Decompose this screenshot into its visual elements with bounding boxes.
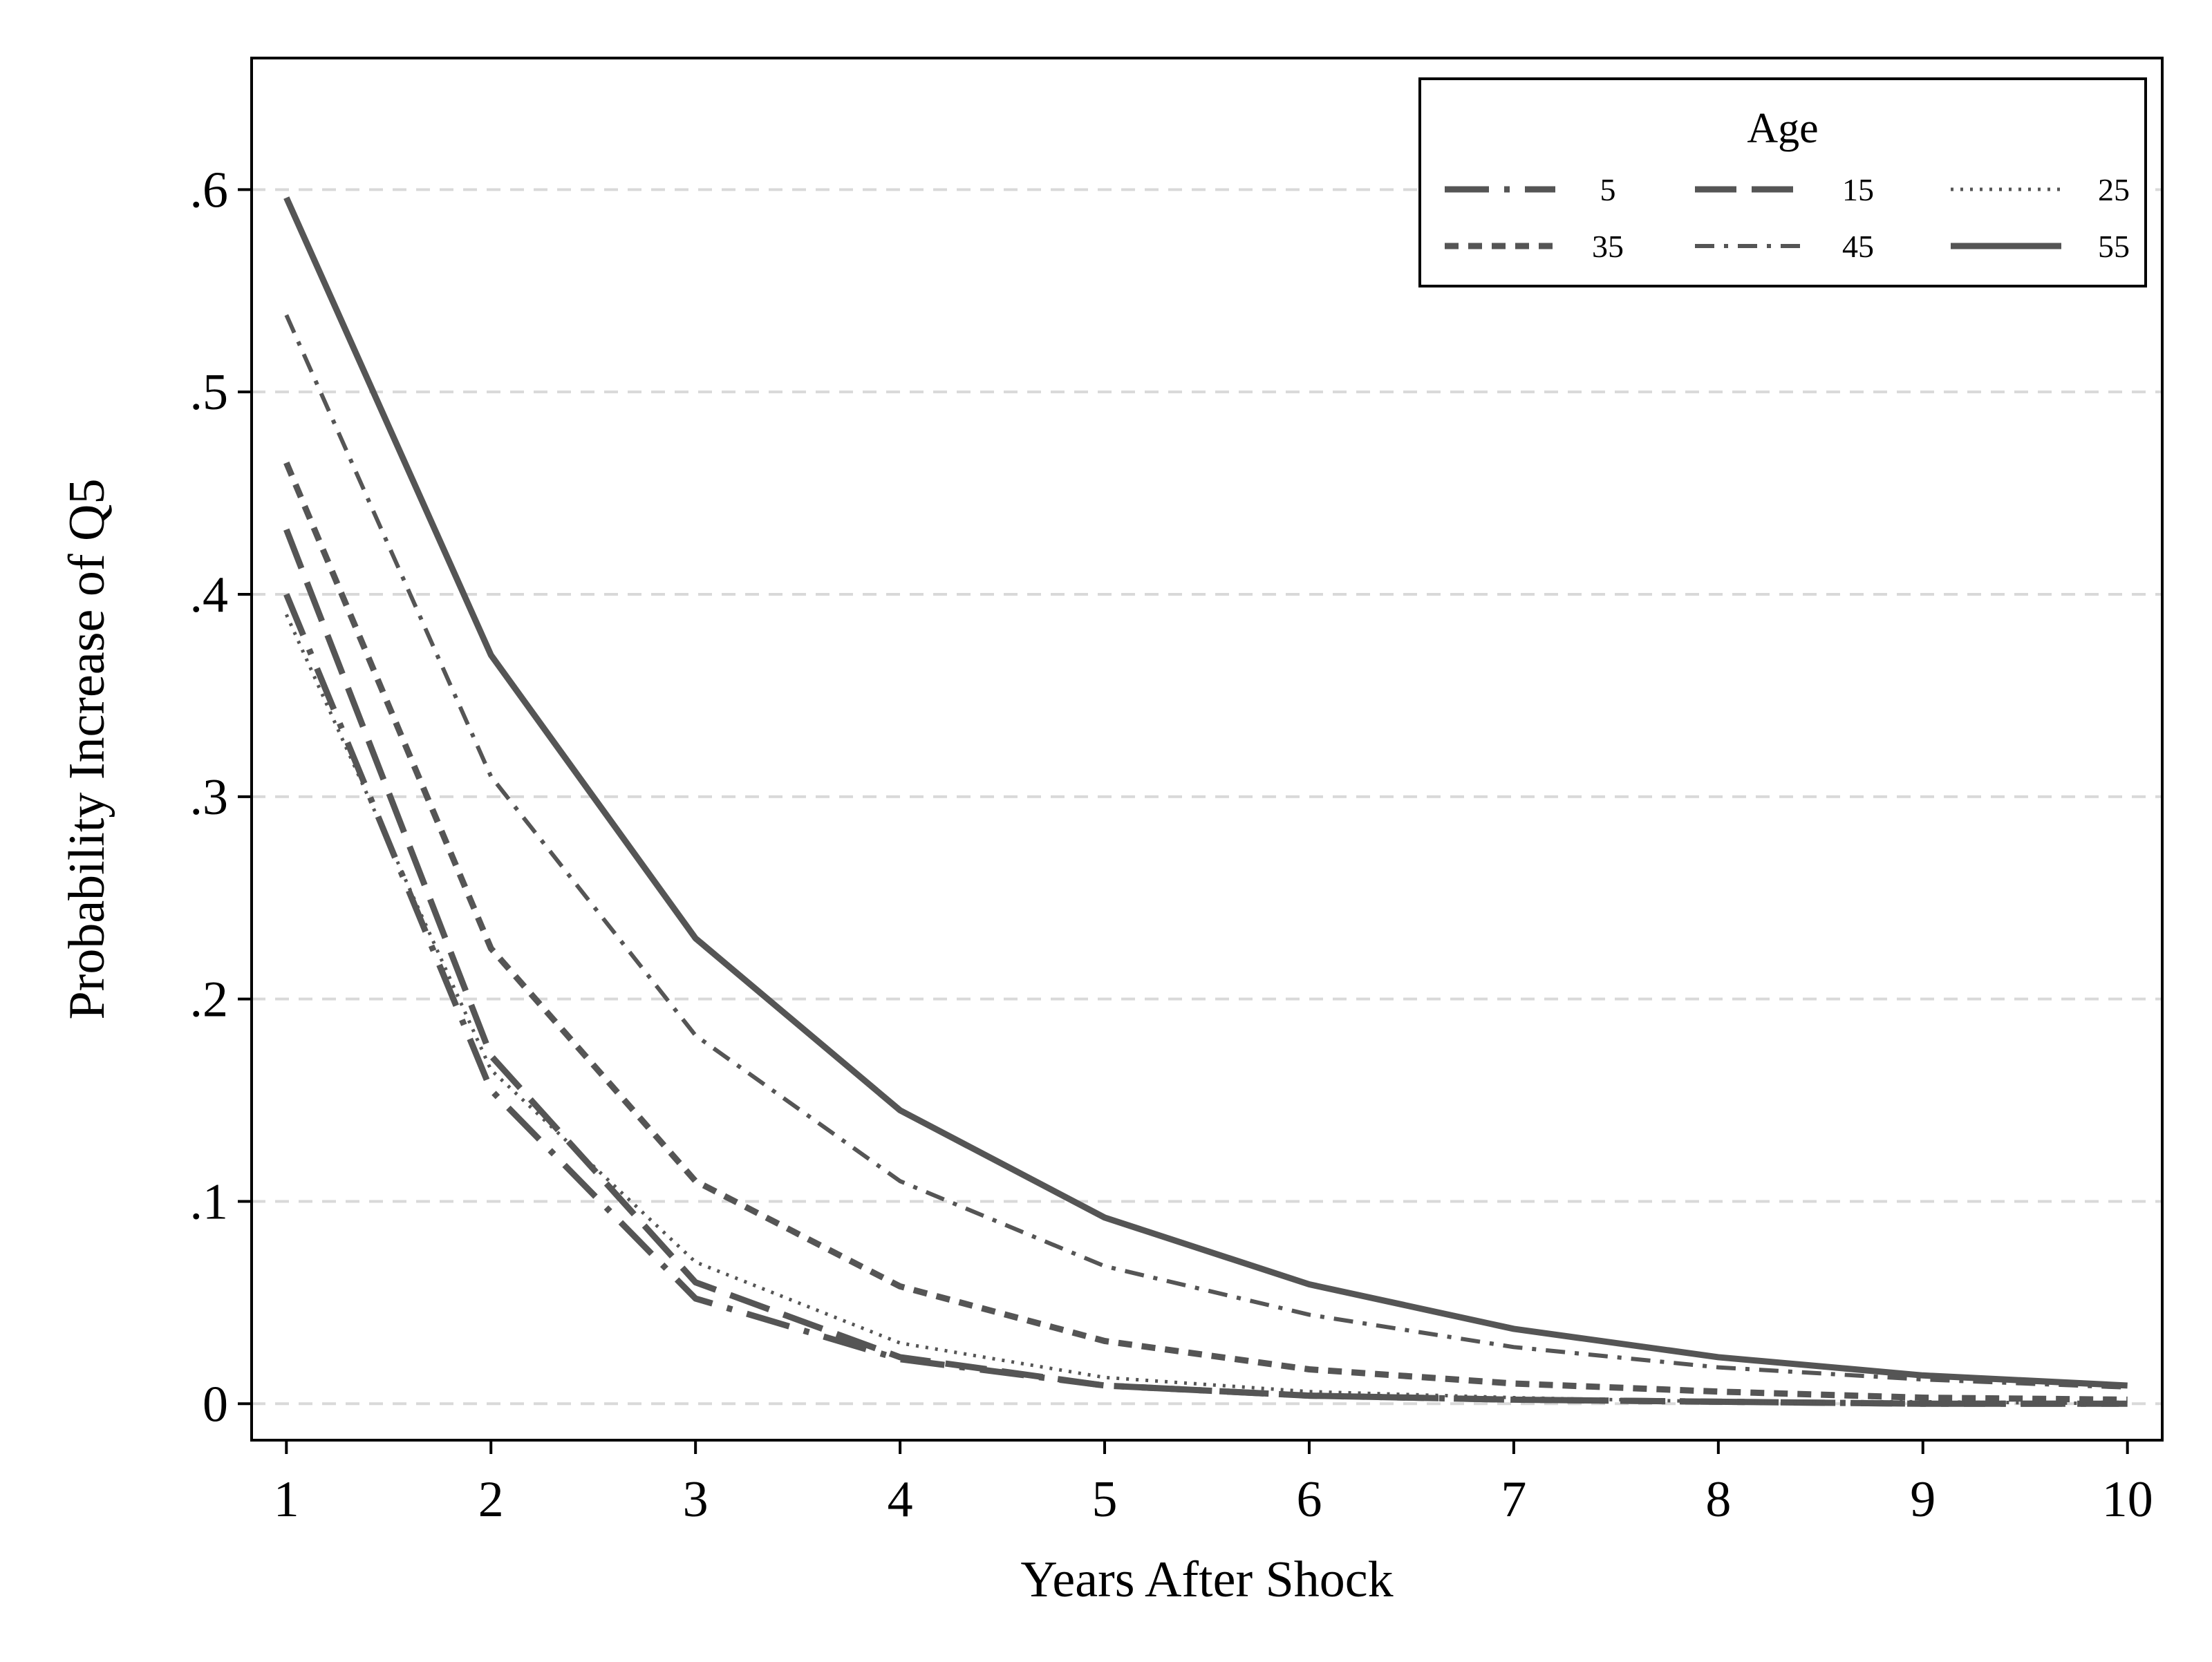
series-lines [283,196,2128,1407]
x-tick-label: 8 [1705,1471,1731,1528]
x-axis: 1 2 3 4 5 6 7 8 9 10 [274,1440,2153,1528]
x-tick-label: 10 [2102,1471,2153,1528]
x-tick-label: 1 [274,1471,299,1528]
legend: Age 5 15 25 35 45 55 [1418,77,2147,287]
x-axis-title: Years After Shock [1020,1551,1393,1608]
y-tick-label: .6 [190,162,229,218]
series-line-age-55 [283,196,2128,1389]
y-tick-label: .1 [190,1173,229,1230]
y-tick-label: .3 [190,769,229,826]
legend-label-age-15: 15 [1842,172,1874,207]
legend-label-age-5: 5 [1600,172,1616,207]
legend-title: Age [1747,105,1818,152]
x-tick-label: 4 [888,1471,913,1528]
y-tick-label: 0 [203,1376,228,1433]
x-tick-label: 7 [1501,1471,1526,1528]
x-tick-label: 9 [1910,1471,1936,1528]
gridlines [252,188,2162,1406]
legend-label-age-35: 35 [1592,229,1624,264]
y-tick-label: .2 [190,972,229,1028]
series-line-age-45 [284,314,2128,1390]
x-tick-label: 5 [1092,1471,1118,1528]
legend-box [1418,77,2147,287]
y-axis: 0 .1 .2 .3 .4 .5 .6 [190,162,252,1433]
legend-label-age-55: 55 [2098,229,2130,264]
series-line-age-15 [283,528,2128,1407]
series-line-age-35 [283,461,2128,1403]
plot-frame [250,57,2164,1442]
y-tick-label: .5 [190,364,229,421]
y-tick-label: .4 [190,567,229,623]
legend-label-age-45: 45 [1842,229,1874,264]
x-tick-label: 2 [478,1471,504,1528]
series-line-age-25 [285,614,2128,1406]
legend-label-age-25: 25 [2098,172,2130,207]
x-tick-label: 6 [1296,1471,1322,1528]
y-axis-title: Probability Increase of Q5 [59,479,115,1020]
x-tick-label: 3 [683,1471,709,1528]
